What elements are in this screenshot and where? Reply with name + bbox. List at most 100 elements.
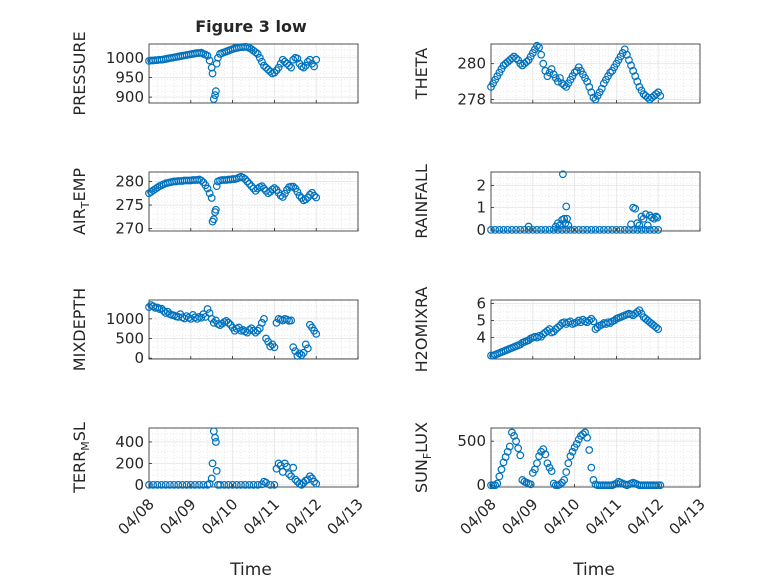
- data-point: [579, 225, 587, 234]
- y-tick-label: 400: [115, 433, 144, 451]
- y-tick-label: 270: [115, 220, 144, 238]
- data-point: [222, 316, 231, 325]
- y-tick-label: 0: [134, 349, 144, 367]
- data-point: [297, 351, 306, 359]
- data-point: [178, 480, 187, 489]
- data-point: [245, 480, 254, 489]
- data-point: [253, 49, 262, 58]
- data-point: [266, 480, 275, 489]
- data-point: [220, 480, 229, 489]
- data-point: [541, 450, 550, 459]
- x-tick-label: 04/13: [324, 495, 367, 538]
- x-axis-label-right: Time: [572, 560, 615, 580]
- data-point: [203, 51, 212, 60]
- data-point: [303, 344, 312, 353]
- data-point: [205, 189, 214, 198]
- data-point: [650, 225, 658, 234]
- data-point: [545, 225, 554, 234]
- data-point: [278, 55, 287, 64]
- y-tick-label: 0: [134, 476, 144, 494]
- x-tick-label: 04/10: [540, 495, 583, 538]
- y-axis-label: PRESSURE: [70, 31, 89, 115]
- data-point: [268, 185, 277, 194]
- data-point: [597, 320, 606, 329]
- data-point: [285, 61, 293, 70]
- data-point: [612, 225, 621, 234]
- data-point: [149, 480, 158, 489]
- data-point: [595, 225, 604, 234]
- data-point: [260, 61, 268, 70]
- y-tick-label: 900: [115, 88, 144, 106]
- x-axis-label-left: Time: [229, 560, 272, 580]
- data-point: [295, 191, 304, 200]
- data-point: [157, 304, 166, 313]
- data-point: [608, 225, 617, 234]
- data-point: [516, 225, 525, 234]
- data-point: [591, 225, 600, 234]
- data-point: [245, 325, 254, 334]
- data-point: [153, 183, 162, 192]
- data-point: [533, 459, 541, 468]
- y-axis-label: RAINFALL: [412, 164, 431, 239]
- data-point: [207, 314, 216, 323]
- data-point: [564, 459, 573, 468]
- data-point: [251, 328, 260, 337]
- data-point: [516, 340, 525, 349]
- data-point: [260, 314, 268, 323]
- data-point: [211, 87, 220, 96]
- axes-box: [148, 299, 359, 360]
- data-point: [299, 63, 308, 72]
- data-point: [303, 57, 312, 66]
- x-tick-label: 04/13: [666, 495, 709, 538]
- data-point: [310, 191, 319, 200]
- subplot-theta: 278 280 THETA: [412, 41, 701, 108]
- data-point: [589, 317, 598, 326]
- y-tick-label: 1: [476, 199, 486, 217]
- x-tick-label: 04/11: [240, 495, 283, 538]
- data-point: [602, 320, 610, 328]
- data-point: [543, 459, 552, 468]
- data-point: [289, 343, 298, 352]
- data-point: [209, 95, 218, 103]
- data-point: [522, 57, 531, 66]
- x-tick-label: 04/11: [582, 495, 625, 538]
- data-point: [270, 68, 279, 77]
- y-tick-label: 2: [476, 176, 486, 194]
- data-point: [253, 326, 262, 335]
- data-point: [564, 221, 573, 230]
- data-point: [495, 472, 504, 481]
- subplot-air-temp: 270 275 280 AIRTEMP: [70, 168, 359, 238]
- data-point: [145, 480, 153, 489]
- data-point: [262, 63, 270, 72]
- data-point: [505, 442, 514, 451]
- data-point: [241, 175, 250, 183]
- data-point: [245, 179, 254, 188]
- data-point: [495, 225, 504, 234]
- data-point: [641, 225, 650, 234]
- y-tick-label: 500: [457, 432, 486, 450]
- data-point: [566, 225, 575, 234]
- y-axis-label: TERRMSL: [70, 422, 92, 494]
- data-point: [237, 480, 245, 489]
- data-point: [211, 205, 220, 214]
- data-point: [654, 481, 663, 490]
- y-tick-label: 1000: [106, 310, 144, 328]
- data-point: [610, 316, 619, 325]
- y-tick-label: 5: [476, 312, 486, 330]
- data-point: [174, 480, 183, 489]
- data-point: [291, 347, 300, 356]
- data-point: [558, 170, 567, 179]
- subplot-terr-msl: 0 200 400 TERRMSL 04/0804/0904/1004/1104/120…: [70, 422, 367, 538]
- data-point: [224, 318, 233, 327]
- data-point: [312, 193, 321, 202]
- data-point: [211, 91, 219, 100]
- data-point: [207, 474, 216, 483]
- subplot-h2omixra: 456 H2OMIXRA: [412, 287, 701, 372]
- data-point: [208, 69, 217, 78]
- data-point: [537, 50, 546, 59]
- data-point: [159, 307, 168, 315]
- data-point: [656, 91, 665, 100]
